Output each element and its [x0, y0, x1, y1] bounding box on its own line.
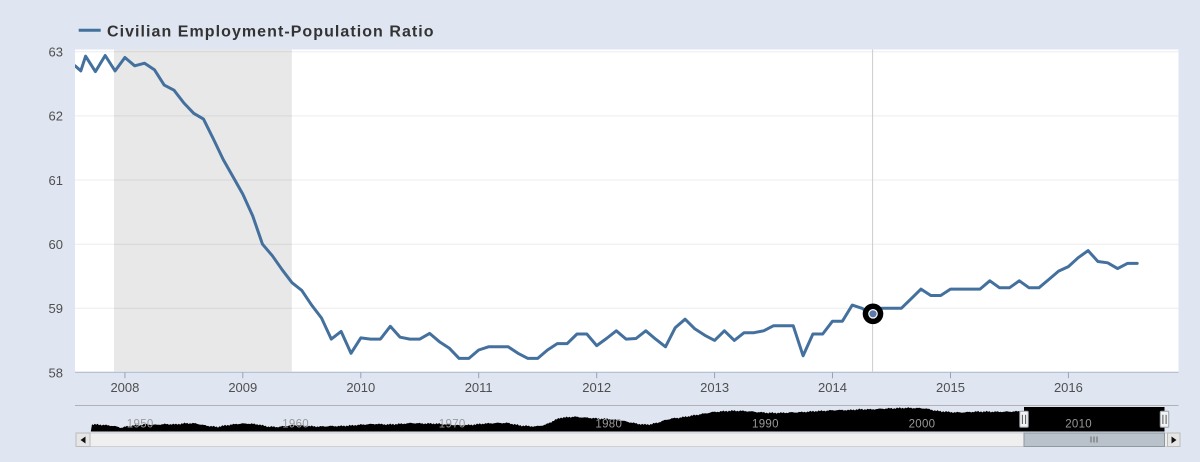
svg-text:2014: 2014: [818, 380, 847, 395]
svg-text:2009: 2009: [228, 380, 257, 395]
svg-text:2010: 2010: [1065, 419, 1092, 431]
svg-text:1980: 1980: [595, 419, 622, 431]
svg-text:2008: 2008: [110, 380, 139, 395]
svg-text:62: 62: [49, 109, 63, 124]
svg-text:1970: 1970: [439, 419, 466, 431]
svg-text:1960: 1960: [282, 419, 309, 431]
svg-text:2016: 2016: [1054, 380, 1083, 395]
svg-text:2010: 2010: [346, 380, 375, 395]
svg-text:58: 58: [49, 365, 63, 380]
svg-text:Civilian Employment-Population: Civilian Employment-Population Ratio: [107, 23, 435, 40]
svg-text:1950: 1950: [127, 419, 154, 431]
svg-text:1990: 1990: [752, 419, 779, 431]
svg-text:61: 61: [49, 173, 63, 188]
svg-text:2011: 2011: [465, 380, 493, 395]
svg-text:2015: 2015: [936, 380, 965, 395]
svg-text:63: 63: [49, 45, 63, 60]
svg-text:2012: 2012: [582, 380, 611, 395]
svg-text:60: 60: [49, 237, 63, 252]
svg-text:59: 59: [49, 301, 63, 316]
svg-text:2013: 2013: [700, 380, 729, 395]
svg-text:2000: 2000: [909, 419, 936, 431]
